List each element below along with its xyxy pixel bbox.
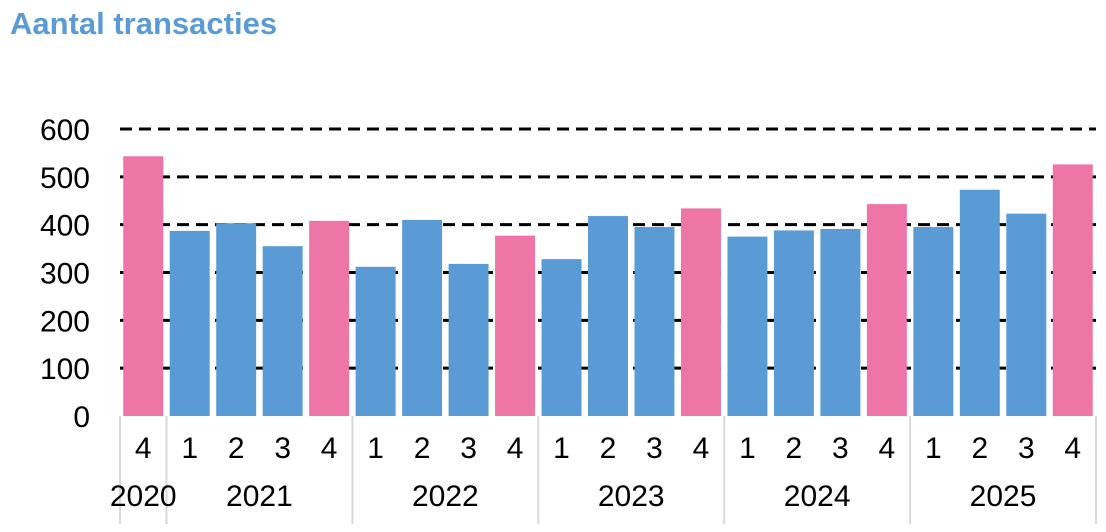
- bar: [169, 230, 210, 416]
- bar: [495, 235, 536, 416]
- bar: [773, 230, 814, 416]
- x-tick-label: 2: [228, 432, 245, 465]
- x-tick-label: 1: [739, 432, 756, 465]
- bar: [680, 208, 721, 416]
- bar: [913, 227, 954, 416]
- bar: [727, 236, 768, 416]
- x-tick-label: 2: [600, 432, 617, 465]
- x-tick-label: 2: [414, 432, 431, 465]
- bar: [123, 156, 164, 416]
- bars: [123, 156, 1093, 416]
- bar: [866, 204, 907, 416]
- bar: [1052, 164, 1093, 416]
- bar: [402, 219, 443, 416]
- year-label: 2022: [412, 480, 479, 513]
- y-tick-label: 0: [73, 401, 90, 434]
- bar: [262, 246, 303, 416]
- y-tick-label: 600: [40, 114, 90, 147]
- year-label: 2023: [598, 480, 665, 513]
- x-tick-label: 4: [879, 432, 896, 465]
- y-tick-label: 200: [40, 305, 90, 338]
- bar: [820, 228, 861, 416]
- x-tick-label: 4: [693, 432, 710, 465]
- y-tick-label: 100: [40, 353, 90, 386]
- x-tick-label: 1: [925, 432, 942, 465]
- year-label: 2021: [226, 480, 293, 513]
- year-label: 2020: [110, 480, 177, 513]
- y-tick-label: 300: [40, 258, 90, 291]
- bar: [216, 223, 257, 416]
- bar: [1006, 213, 1047, 416]
- x-tick-label: 3: [1018, 432, 1035, 465]
- bar: [541, 259, 582, 416]
- x-tick-label: 4: [1064, 432, 1081, 465]
- y-axis-ticks: 0 100 200 300 400 500 600: [40, 114, 90, 434]
- bar: [448, 263, 489, 416]
- bar: [309, 220, 350, 416]
- bar: [588, 216, 628, 416]
- x-tick-label: 3: [646, 432, 663, 465]
- x-tick-label: 1: [181, 432, 198, 465]
- x-tick-label: 2: [786, 432, 803, 465]
- x-tick-label: 4: [507, 432, 524, 465]
- bar: [959, 189, 1000, 416]
- x-tick-label: 3: [460, 432, 477, 465]
- x-tick-label: 4: [135, 432, 152, 465]
- x-tick-label: 4: [321, 432, 338, 465]
- bar: [355, 266, 396, 416]
- bar: [634, 227, 675, 416]
- y-tick-label: 400: [40, 210, 90, 243]
- year-label: 2024: [784, 480, 851, 513]
- x-tick-label: 3: [832, 432, 849, 465]
- x-tick-label: 1: [553, 432, 570, 465]
- x-tick-label: 2: [971, 432, 988, 465]
- year-label: 2025: [970, 480, 1037, 513]
- x-tick-label: 3: [274, 432, 291, 465]
- x-tick-label: 1: [367, 432, 384, 465]
- y-tick-label: 500: [40, 162, 90, 195]
- chart-title: Aantal transacties: [10, 6, 278, 41]
